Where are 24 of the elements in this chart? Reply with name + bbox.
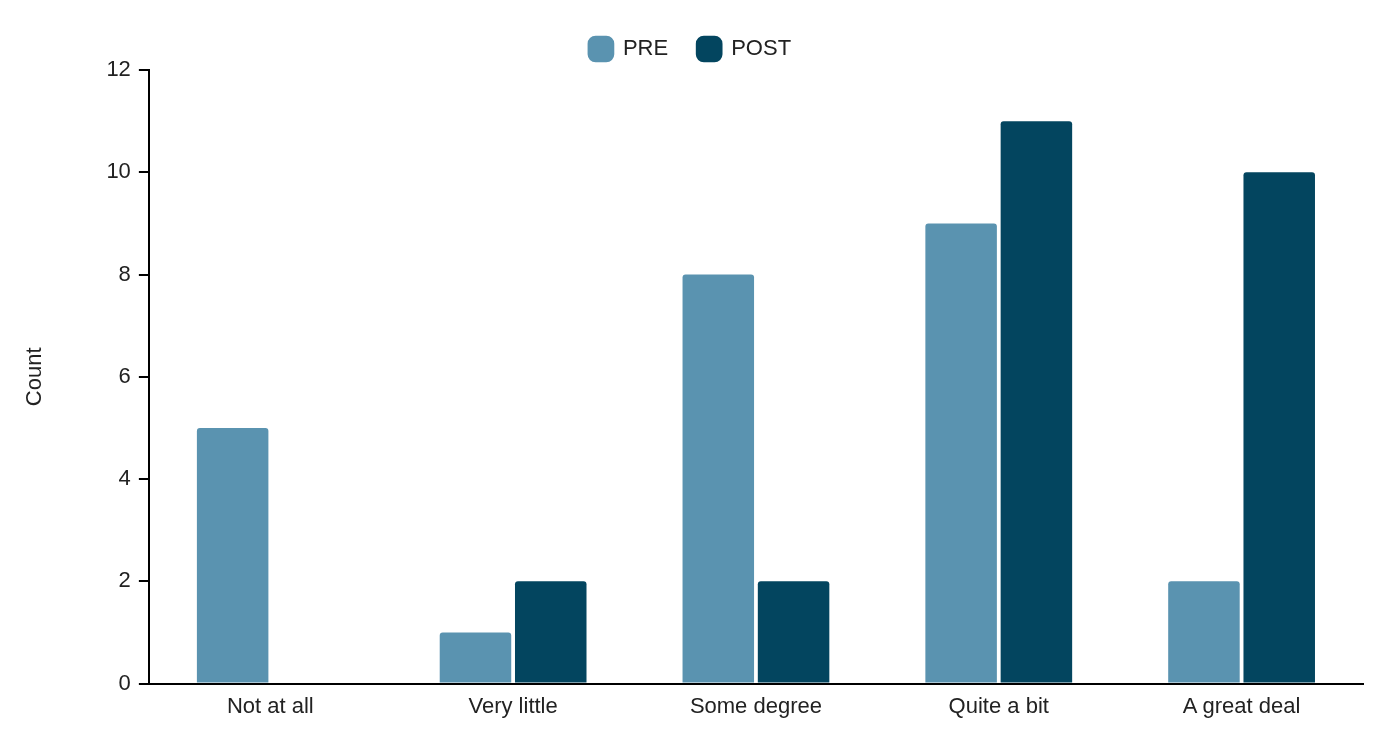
bar [1243, 172, 1315, 683]
y-tick-label: 6 [118, 362, 131, 388]
bar [1168, 581, 1240, 683]
x-tick-label: Some degree [689, 692, 822, 718]
x-tick-label: Quite a bit [948, 692, 1049, 718]
bar [682, 274, 755, 683]
x-tick-label: Not at all [226, 692, 314, 718]
bar [925, 223, 997, 683]
y-tick-label: 4 [118, 465, 131, 491]
y-tick-label: 0 [118, 669, 131, 695]
legend-label: PRE [622, 35, 669, 61]
y-tick-label: 2 [118, 567, 131, 593]
y-tick-label: 12 [106, 56, 131, 82]
bar [757, 581, 830, 683]
bar [439, 632, 512, 683]
y-tick-label: 10 [106, 158, 131, 184]
bar [196, 427, 269, 683]
y-axis-title: Count [21, 347, 47, 407]
x-tick-label: A great deal [1182, 692, 1301, 718]
legend-label: POST [731, 35, 792, 61]
x-tick-label: Very little [468, 692, 558, 718]
bar [1000, 121, 1073, 683]
bar [514, 581, 587, 683]
y-tick-label: 8 [118, 260, 131, 286]
